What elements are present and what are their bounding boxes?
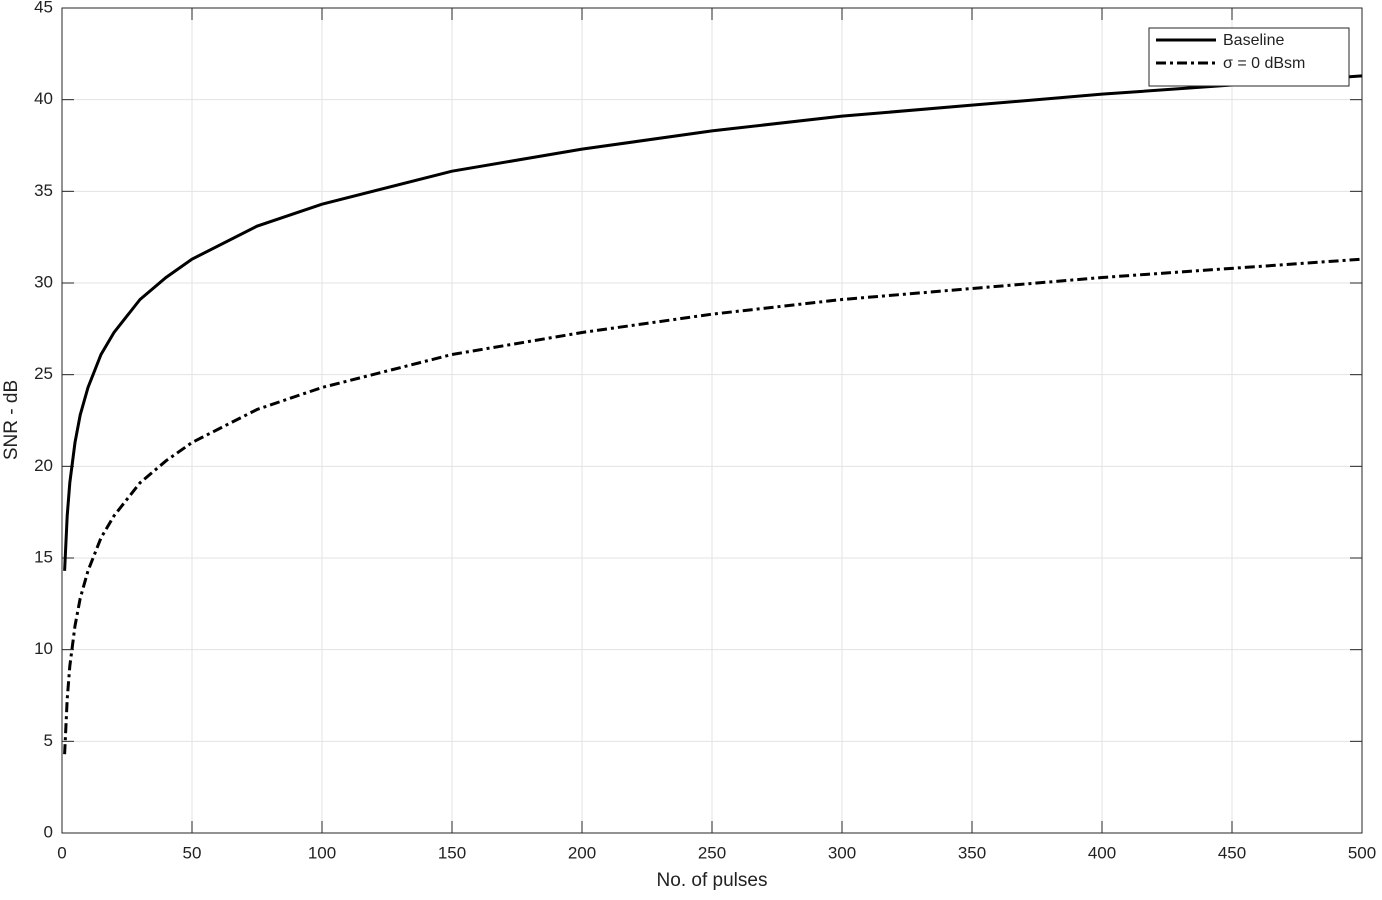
y-tick-label: 40 (34, 89, 53, 108)
x-tick-label: 350 (958, 843, 986, 862)
y-tick-label: 45 (34, 0, 53, 16)
y-tick-label: 30 (34, 272, 53, 291)
x-tick-label: 400 (1088, 843, 1116, 862)
plot-border (61, 7, 1363, 834)
y-tick-label: 20 (34, 456, 53, 475)
y-tick-label: 15 (34, 547, 53, 566)
x-tick-label: 250 (698, 843, 726, 862)
x-tick-label: 50 (183, 843, 202, 862)
legend-label: σ = 0 dBsm (1223, 55, 1305, 72)
x-tick-label: 300 (828, 843, 856, 862)
x-tick-label: 200 (568, 843, 596, 862)
x-tick-label: 500 (1348, 843, 1376, 862)
y-tick-label: 10 (34, 639, 53, 658)
y-tick-label: 0 (44, 822, 53, 841)
x-axis-label: No. of pulses (657, 870, 768, 891)
y-tick-label: 5 (44, 731, 53, 750)
x-tick-label: 150 (438, 843, 466, 862)
x-tick-label: 450 (1218, 843, 1246, 862)
legend-label: Baseline (1223, 32, 1284, 49)
y-tick-label: 25 (34, 364, 53, 383)
x-tick-label: 100 (308, 843, 336, 862)
line-series (63, 74, 1363, 571)
y-tick-label: 35 (34, 181, 53, 200)
legend-box (1148, 27, 1350, 87)
y-axis-label: SNR - dB (1, 380, 22, 460)
x-tick-label: 0 (57, 843, 66, 862)
